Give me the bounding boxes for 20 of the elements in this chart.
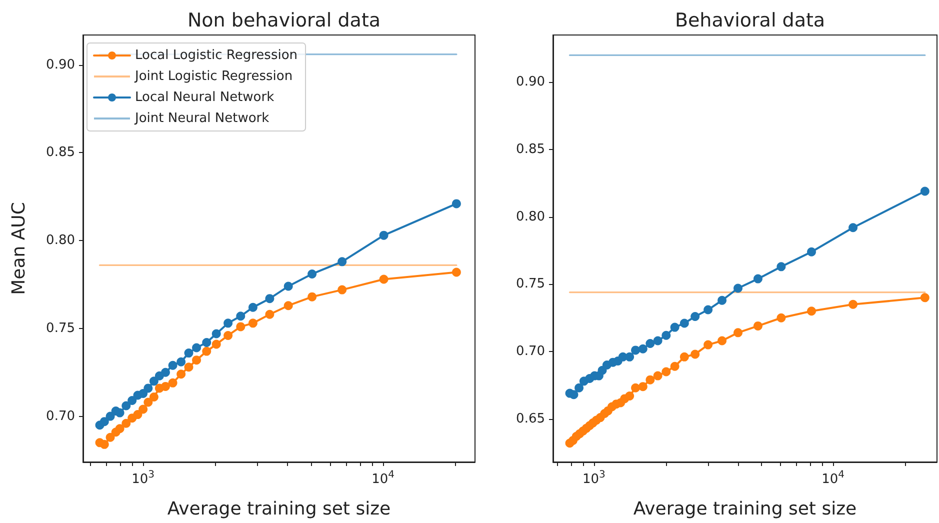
y-tick-label: 0.85 bbox=[516, 142, 545, 157]
legend-label: Joint Neural Network bbox=[134, 111, 270, 126]
y-tick-label: 0.80 bbox=[46, 233, 75, 248]
y-tick-label: 0.70 bbox=[516, 344, 545, 360]
y-tick-label: 0.75 bbox=[516, 276, 545, 292]
y-tick-label: 0.65 bbox=[516, 411, 545, 426]
y-tick-label: 0.70 bbox=[46, 408, 75, 424]
x-axis-title: Average training set size bbox=[167, 498, 391, 520]
y-tick-label: 0.80 bbox=[516, 209, 545, 224]
y-tick-label: 0.90 bbox=[46, 57, 75, 72]
chart-title: Non behavioral data bbox=[187, 10, 381, 32]
legend-label: Joint Logistic Regression bbox=[134, 69, 293, 84]
chart-title: Behavioral data bbox=[674, 10, 826, 32]
legend-label: Local Neural Network bbox=[135, 90, 275, 105]
y-axis-title: Mean AUC bbox=[8, 202, 30, 295]
y-tick-label: 0.90 bbox=[516, 74, 545, 90]
y-tick-label: 0.85 bbox=[46, 145, 75, 160]
x-axis-title: Average training set size bbox=[633, 498, 857, 520]
y-tick-label: 0.75 bbox=[46, 320, 75, 336]
legend-label: Local Logistic Regression bbox=[135, 48, 298, 63]
